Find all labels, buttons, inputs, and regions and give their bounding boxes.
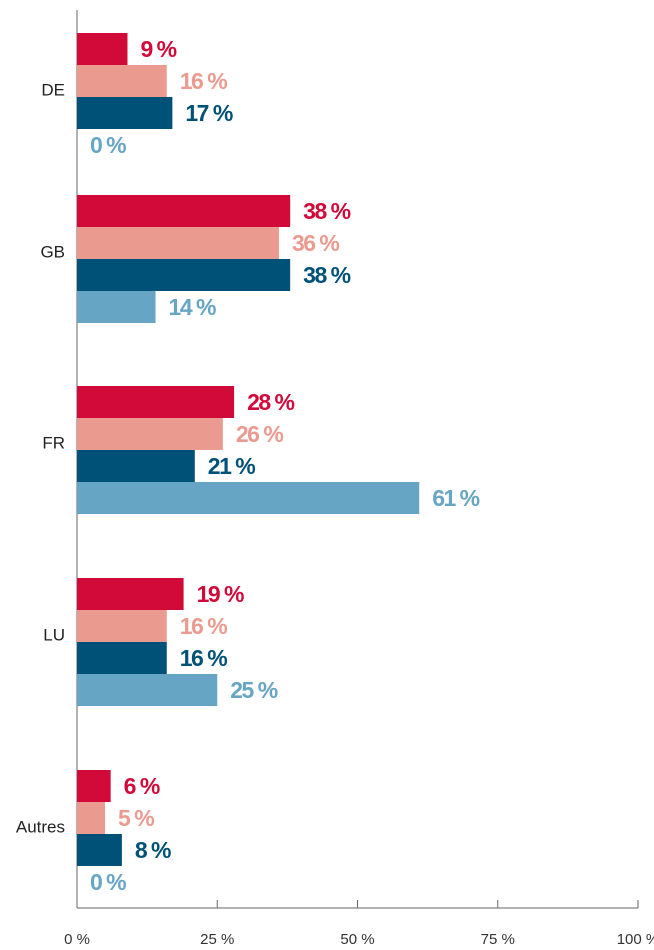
bar bbox=[77, 227, 279, 259]
value-label: 61 % bbox=[432, 485, 479, 511]
value-label: 16 % bbox=[180, 645, 227, 671]
bar bbox=[77, 33, 128, 65]
value-label: 8 % bbox=[135, 837, 171, 863]
bar bbox=[77, 259, 291, 291]
bar bbox=[77, 418, 223, 450]
bar bbox=[77, 834, 122, 866]
x-tick-label: 75 % bbox=[481, 931, 515, 948]
value-label: 38 % bbox=[303, 262, 350, 288]
x-tick-label: 50 % bbox=[340, 931, 374, 948]
bar bbox=[77, 674, 218, 706]
value-label: 14 % bbox=[169, 294, 216, 320]
bar bbox=[77, 770, 111, 802]
value-label: 17 % bbox=[185, 100, 232, 126]
value-label: 16 % bbox=[180, 68, 227, 94]
bar bbox=[77, 97, 173, 129]
value-label: 0 % bbox=[90, 869, 126, 895]
bar bbox=[77, 195, 291, 227]
value-label: 9 % bbox=[140, 36, 176, 62]
bar bbox=[77, 291, 156, 323]
bar bbox=[77, 642, 167, 674]
value-label: 19 % bbox=[197, 581, 244, 607]
bar bbox=[77, 65, 167, 97]
value-label: 0 % bbox=[90, 132, 126, 158]
bar bbox=[77, 578, 184, 610]
x-tick-label: 100 % bbox=[617, 931, 654, 948]
category-label: Autres bbox=[16, 817, 65, 836]
value-label: 21 % bbox=[208, 453, 255, 479]
value-label: 6 % bbox=[124, 773, 160, 799]
x-tick-label: 0 % bbox=[64, 931, 90, 948]
category-label: GB bbox=[40, 242, 65, 261]
category-label: FR bbox=[42, 433, 65, 452]
category-label: LU bbox=[43, 625, 65, 644]
x-tick-label: 25 % bbox=[200, 931, 234, 948]
bar bbox=[77, 386, 235, 418]
value-label: 28 % bbox=[247, 389, 294, 415]
bar bbox=[77, 482, 420, 514]
value-label: 38 % bbox=[303, 198, 350, 224]
bar bbox=[77, 610, 167, 642]
value-label: 36 % bbox=[292, 230, 339, 256]
value-label: 16 % bbox=[180, 613, 227, 639]
value-label: 5 % bbox=[118, 805, 154, 831]
bar bbox=[77, 802, 106, 834]
bar bbox=[77, 450, 195, 482]
value-label: 26 % bbox=[236, 421, 283, 447]
category-label: DE bbox=[41, 80, 65, 99]
value-label: 25 % bbox=[230, 677, 277, 703]
